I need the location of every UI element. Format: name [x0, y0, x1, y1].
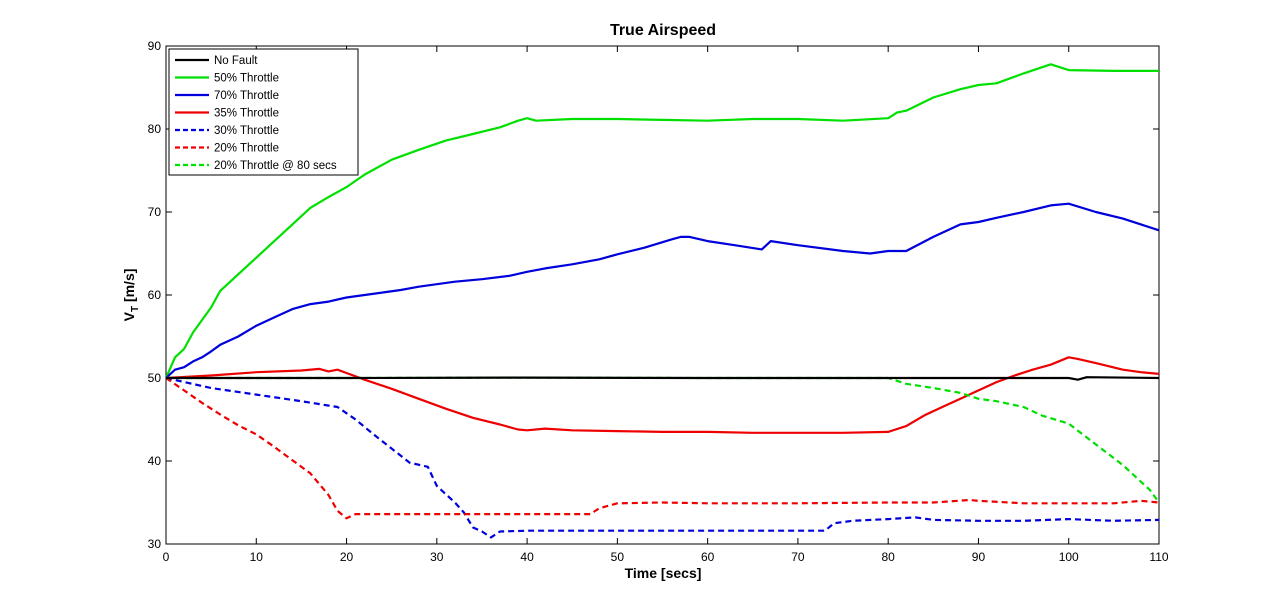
y-tick-label: 70	[148, 205, 162, 219]
x-tick-label: 50	[611, 550, 625, 564]
legend-entry-label: 70% Throttle	[214, 90, 279, 102]
x-tick-label: 90	[972, 550, 986, 564]
series-line-0	[166, 376, 1160, 381]
y-tick-label: 60	[148, 288, 162, 302]
x-tick-label: 60	[701, 550, 715, 564]
y-axis-label: VT [m/s]	[121, 269, 141, 322]
x-axis-ticks: 0 10 20 30 40 50 60 70 80 90 100 110	[163, 46, 1169, 564]
y-tick-label: 90	[148, 39, 162, 53]
legend-entry-label: 50% Throttle	[214, 73, 279, 85]
legend-entry-label: No Fault	[214, 55, 258, 67]
y-axis-label-unit: [m/s]	[121, 269, 137, 306]
x-tick-label: 100	[1059, 550, 1079, 564]
y-axis-label-sub: T	[130, 306, 141, 312]
x-tick-label: 70	[791, 550, 805, 564]
legend-entry-label: 35% Throttle	[214, 108, 279, 120]
series-lines	[164, 63, 1160, 539]
x-axis-label: Time [secs]	[625, 565, 702, 581]
series-line-5	[165, 377, 1160, 520]
y-tick-label: 40	[148, 454, 162, 468]
x-tick-label: 110	[1149, 550, 1168, 564]
y-axis-label-main: V	[121, 311, 137, 321]
legend-entry-label: 30% Throttle	[214, 125, 279, 137]
legend-entry-label: 20% Throttle @ 80 secs	[214, 160, 337, 172]
x-tick-label: 0	[163, 550, 170, 564]
x-tick-label: 30	[430, 550, 444, 564]
legend: No Fault 50% Throttle 70% Throttle 35% Thro…	[168, 48, 359, 176]
series-line-1	[164, 63, 1159, 379]
x-tick-label: 20	[340, 550, 354, 564]
series-line-3	[165, 356, 1160, 434]
y-tick-label: 80	[148, 122, 162, 136]
chart-title: True Airspeed	[610, 22, 716, 39]
y-axis-ticks: 30 40 50 60 70 80 90	[148, 39, 1159, 551]
y-tick-label: 30	[148, 537, 162, 551]
y-tick-label: 50	[148, 371, 162, 385]
x-tick-label: 80	[882, 550, 896, 564]
series-line-2	[165, 202, 1160, 379]
x-tick-label: 10	[250, 550, 264, 564]
series-line-4	[165, 376, 1160, 539]
legend-entry-label: 20% Throttle	[214, 143, 279, 155]
x-tick-label: 40	[520, 550, 534, 564]
